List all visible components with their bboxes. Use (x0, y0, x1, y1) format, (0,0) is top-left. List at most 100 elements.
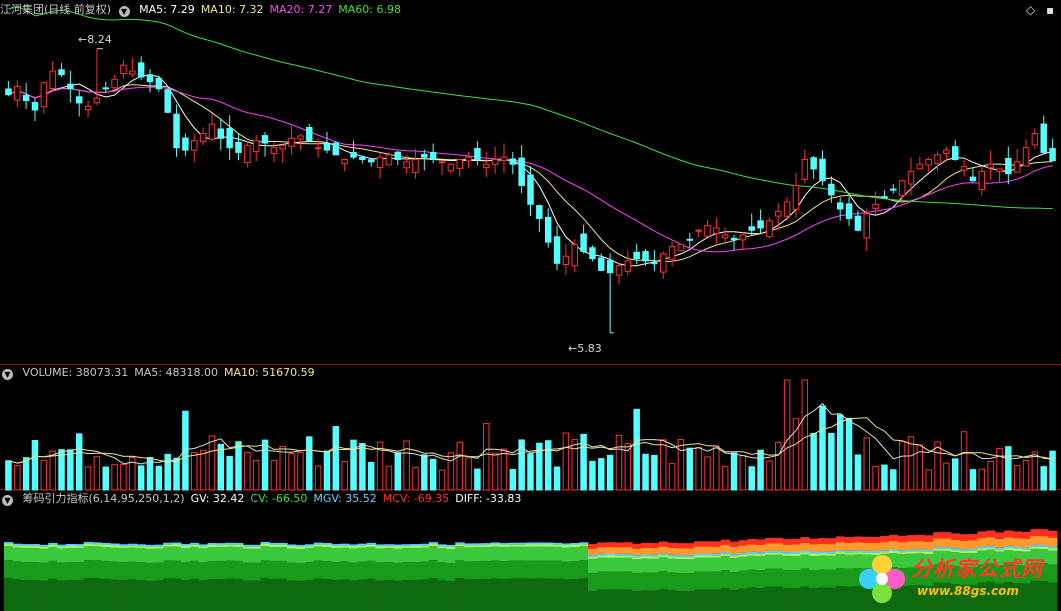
indicator-column-segment (844, 568, 854, 587)
indicator-column-segment (1039, 547, 1049, 550)
candle-body (739, 234, 747, 241)
volume-bar (801, 379, 809, 491)
indicator-column-segment (304, 548, 315, 563)
indicator-column-segment (959, 540, 970, 550)
indicator-column-segment (800, 554, 810, 569)
indicator-column-segment (136, 580, 147, 611)
indicator-column-segment (862, 536, 872, 543)
indicator-column-segment (322, 547, 332, 562)
indicator-column-segment (844, 586, 854, 611)
candle-body (332, 142, 340, 156)
indicator-column-segment (499, 547, 509, 562)
indicator-column-segment (127, 547, 138, 562)
volume-bar (403, 440, 410, 491)
indicator-column-segment (216, 545, 226, 548)
indicator-column-segment (472, 545, 483, 548)
low-price-label: ←5.83 (568, 342, 602, 355)
indicator-column-segment (720, 570, 731, 589)
indicator-column-segment (242, 548, 253, 563)
chevron-down-icon[interactable]: ▼ (118, 6, 130, 17)
candle-body (606, 260, 614, 274)
candle-body (898, 180, 906, 197)
indicator-column-segment (933, 548, 943, 551)
indicator-column-segment (1021, 565, 1031, 584)
indicator-column-segment (74, 548, 85, 563)
indicator-column-segment (207, 561, 217, 580)
candle-body (261, 135, 269, 144)
indicator-column-segment (1021, 549, 1031, 552)
candle-body (775, 210, 782, 217)
indicator-column-segment (915, 549, 925, 552)
indicator-column-segment (287, 544, 297, 547)
indicator-column-segment (986, 549, 996, 564)
indicator-column-segment (349, 548, 359, 563)
candle-body (438, 161, 446, 164)
moving-average-lines (8, 5, 1053, 267)
indicator-column-segment (1048, 564, 1058, 583)
indicator-column-segment (906, 535, 916, 542)
indicator-column-segment (313, 578, 324, 611)
indicator-column-segment (180, 548, 191, 563)
indicator-column-segment (1012, 551, 1023, 566)
indicator-column-segment (968, 584, 978, 611)
indicator-column-segment (1003, 530, 1014, 538)
indicator-column-segment (393, 548, 403, 563)
indicator-column-segment (800, 542, 810, 551)
volume-bar (341, 461, 348, 491)
indicator-column-segment (517, 560, 527, 579)
volume-bar (978, 468, 986, 491)
indicator-column-segment (623, 557, 633, 572)
indicator-column-segment (48, 578, 58, 611)
indicator-column-segment (764, 586, 775, 611)
indicator-column-segment (1030, 580, 1040, 611)
volume-bar (483, 423, 490, 491)
chevron-down-icon[interactable]: ▼ (2, 369, 13, 380)
indicator-column-segment (862, 550, 872, 553)
indicator-column-segment (756, 552, 766, 555)
indicator-column-segment (738, 545, 748, 553)
indicator-column-segment (632, 557, 642, 560)
indicator-column-segment (269, 544, 279, 547)
volume-bar (235, 441, 242, 491)
indicator-column-segment (632, 559, 642, 574)
candle-body (14, 85, 21, 101)
indicator-column-segment (464, 543, 474, 546)
indicator-column-segment (357, 579, 368, 611)
indicator-column-segment (92, 578, 102, 611)
indicator-column-segment (189, 542, 200, 545)
diamond-icon[interactable]: ◇ (1026, 3, 1036, 17)
indicator-column-segment (968, 533, 978, 541)
expand-icon[interactable]: ▪ (1046, 3, 1055, 17)
indicator-column-segment (110, 561, 120, 580)
indicator-column-segment (685, 557, 695, 560)
volume-bar (598, 458, 605, 491)
volume-legend-item-1: MA5: 48318.00 (134, 366, 218, 379)
indicator-column-segment (641, 556, 651, 559)
indicator-column-segment (729, 556, 739, 559)
indicator-column-segment (322, 545, 332, 548)
indicator-column-segment (968, 552, 978, 567)
indicator-column-segment (570, 561, 580, 580)
indicator-column-segment (39, 548, 49, 563)
candle-body (31, 101, 39, 111)
indicator-column-segment (119, 548, 129, 563)
indicator-column-segment (517, 546, 527, 561)
indicator-column-segment (844, 554, 854, 569)
volume-bar (191, 451, 198, 491)
indicator-column-segment (526, 546, 536, 561)
indicator-column-segment (287, 580, 297, 611)
indicator-column-segment (738, 540, 748, 546)
chevron-down-icon[interactable]: ▼ (2, 495, 13, 506)
chip-gravity-indicator (4, 529, 1058, 611)
indicator-column-segment (1003, 550, 1014, 565)
candle-body (67, 83, 74, 90)
indicator-column-segment (464, 545, 474, 548)
indicator-column-segment (897, 552, 908, 555)
volume-bar (960, 431, 968, 491)
indicator-column-segment (127, 579, 138, 611)
indicator-column-segment (614, 557, 624, 572)
indicator-column-segment (163, 544, 173, 547)
candle-body (111, 78, 118, 89)
indicator-column-segment (65, 545, 76, 548)
